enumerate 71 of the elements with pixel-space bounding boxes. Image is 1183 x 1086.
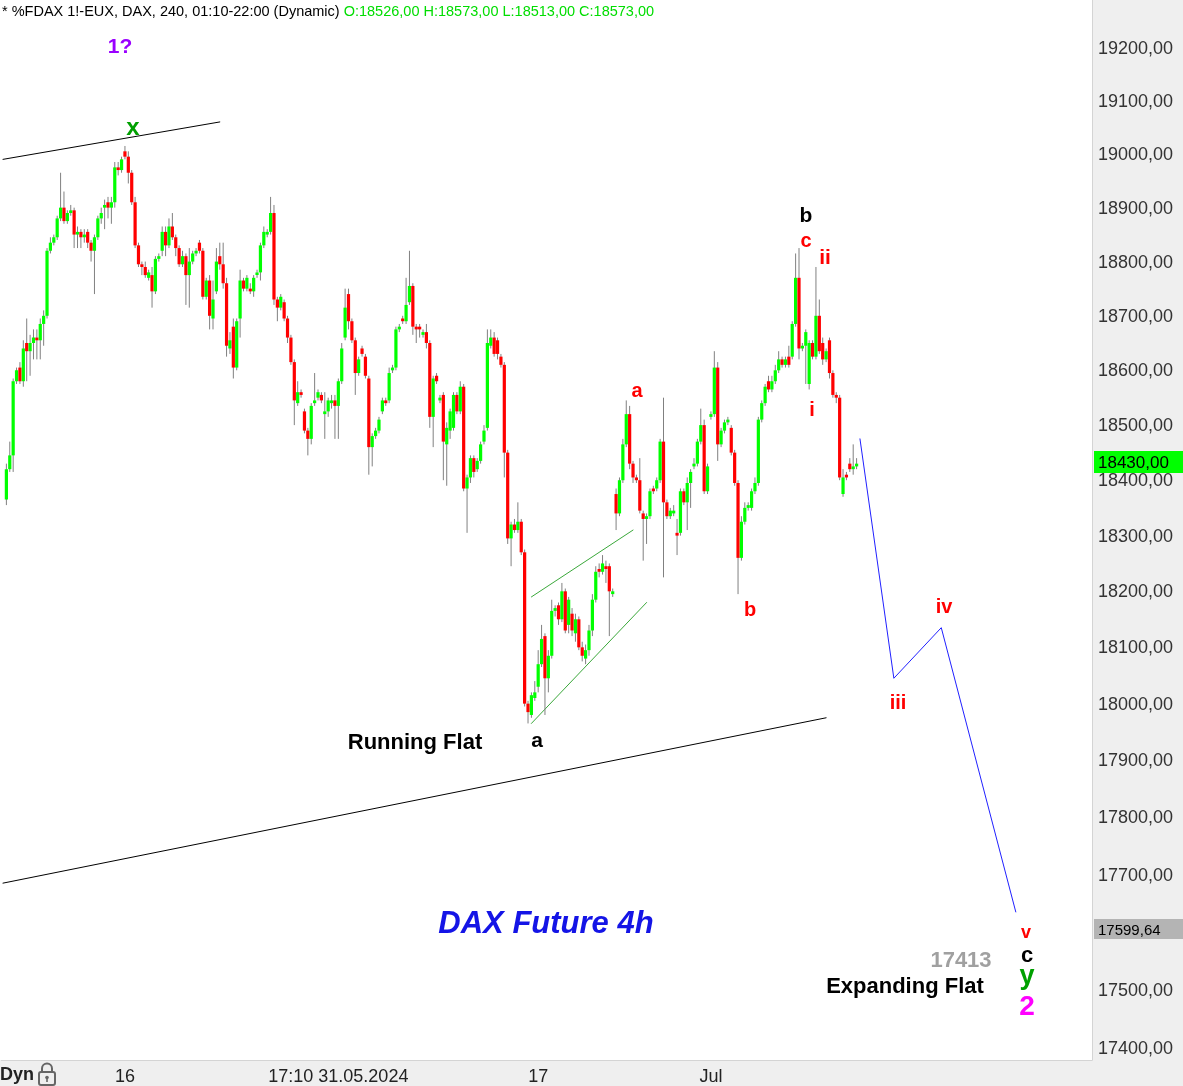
y-tick-label: 18700,00 bbox=[1098, 305, 1174, 326]
text: 17599,64 bbox=[1098, 920, 1161, 938]
x-tick-label: Jul bbox=[699, 1066, 723, 1086]
candlestick bbox=[299, 388, 303, 399]
annotation: a bbox=[631, 379, 644, 401]
text: 18430,00 bbox=[1098, 452, 1169, 472]
x-tick-label: 17 bbox=[528, 1066, 549, 1086]
annotation: 2 bbox=[1019, 989, 1035, 1021]
candlestick bbox=[556, 602, 561, 626]
annotation: b bbox=[743, 598, 757, 620]
annotation: v bbox=[1020, 922, 1032, 942]
y-tick-label: 18800,00 bbox=[1098, 251, 1174, 272]
candlestick bbox=[614, 488, 618, 531]
candlestick bbox=[326, 397, 330, 418]
y-tick-label: 17900,00 bbox=[1098, 750, 1174, 771]
annotation: c bbox=[1020, 941, 1034, 967]
candlestick bbox=[313, 372, 317, 407]
annotation: 1? bbox=[107, 33, 133, 57]
annotation: Expanding Flat bbox=[826, 972, 985, 998]
y-tick-label: 18200,00 bbox=[1098, 581, 1174, 602]
x-tick-label: 16 bbox=[114, 1066, 135, 1086]
annotation: O:18526,00 H:18573,00 L:18513,00 C:18573,00 bbox=[343, 3, 655, 19]
y-tick-label: 18900,00 bbox=[1098, 197, 1174, 218]
y-tick-label: 17700,00 bbox=[1098, 864, 1174, 885]
candlestick bbox=[455, 391, 459, 415]
candlestick bbox=[360, 345, 364, 358]
candlestick bbox=[580, 641, 584, 662]
y-tick-label: 17400,00 bbox=[1098, 1038, 1174, 1059]
candlestick bbox=[204, 277, 208, 300]
y-tick-label: 18600,00 bbox=[1098, 360, 1174, 381]
candlestick bbox=[163, 225, 168, 257]
y-tick-label: 19200,00 bbox=[1098, 37, 1174, 58]
annotation: x bbox=[126, 112, 141, 140]
annotation: iii bbox=[889, 691, 907, 713]
y-tick-label: 18500,00 bbox=[1098, 415, 1174, 436]
annotation: 17413 bbox=[930, 946, 992, 972]
annotation: Running Flat bbox=[347, 728, 483, 754]
candlestick bbox=[492, 331, 496, 358]
candlestick bbox=[641, 510, 645, 562]
y-tick-label: 19100,00 bbox=[1098, 90, 1174, 111]
candlestick bbox=[79, 228, 83, 249]
candlestick bbox=[160, 225, 164, 257]
candlestick bbox=[810, 339, 815, 360]
chart-title: * %FDAX 1!-EUX, DAX, 240, 01:10-22:00 (Dynamic) bbox=[2, 3, 340, 19]
line-series bbox=[859, 438, 1017, 913]
text: Dyn bbox=[0, 1064, 35, 1085]
annotation: iv bbox=[935, 595, 954, 617]
annotation: ii bbox=[819, 244, 831, 268]
candlestick bbox=[787, 345, 791, 369]
candlestick bbox=[363, 353, 368, 380]
x-tick-label: 17:10 31.05.2024 bbox=[268, 1066, 409, 1086]
candlestick bbox=[357, 356, 361, 377]
candlestick bbox=[421, 328, 425, 339]
y-tick-label: 17500,00 bbox=[1098, 980, 1174, 1001]
annotation: c bbox=[800, 229, 812, 251]
y-tick-label: 17800,00 bbox=[1098, 807, 1174, 828]
candlestick bbox=[509, 521, 513, 567]
candlestick bbox=[323, 391, 327, 440]
text: DAX Future 4h bbox=[438, 905, 654, 940]
y-tick-label: 18100,00 bbox=[1098, 637, 1174, 658]
candlestick bbox=[370, 432, 374, 467]
annotation: a bbox=[531, 727, 544, 751]
y-tick-label: 18000,00 bbox=[1098, 693, 1174, 714]
candlestick bbox=[75, 225, 80, 249]
y-tick-label: 18400,00 bbox=[1098, 470, 1174, 491]
annotation: i bbox=[809, 398, 815, 420]
candlestick bbox=[103, 199, 107, 230]
candlestick bbox=[804, 328, 808, 385]
annotation: b bbox=[799, 202, 813, 226]
y-tick-label: 18300,00 bbox=[1098, 525, 1174, 546]
y-tick-label: 19000,00 bbox=[1098, 144, 1174, 164]
